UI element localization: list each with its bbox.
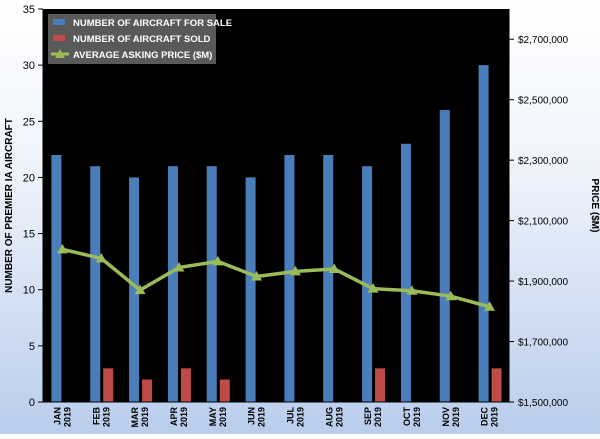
y2-tick-label: $1,700,000 xyxy=(518,338,568,349)
y-tick-label: 5 xyxy=(29,341,35,353)
bar-sold xyxy=(219,379,230,402)
x-tick-year: 2019 xyxy=(373,407,383,427)
y-tick-label: 25 xyxy=(23,116,35,128)
y-tick-label: 10 xyxy=(23,285,35,297)
y-tick-label: 35 xyxy=(23,4,35,16)
x-tick-month: NOV xyxy=(441,407,451,427)
x-tick-month: OCT xyxy=(402,407,412,427)
x-tick-label: JUN 2019 xyxy=(247,407,267,427)
bar-for-sale xyxy=(90,166,101,402)
x-tick-year: 2019 xyxy=(257,407,267,427)
price-marker xyxy=(367,283,379,293)
x-tick-label: FEB 2019 xyxy=(91,406,111,427)
x-tick-month: AUG xyxy=(324,407,334,427)
legend-box xyxy=(48,14,216,64)
x-tick-label: MAR 2019 xyxy=(130,407,150,428)
x-tick-label: APR 2019 xyxy=(169,407,189,428)
axes-layer: 0 5 10 15 20 25 30 35 $1,500,000 $1,700,000 $1,900… xyxy=(4,4,600,428)
x-tick-month: DEC xyxy=(480,407,490,427)
bar-sold xyxy=(375,368,386,402)
y-axis-title: NUMBER OF PREMIER IA AIRCRAFT xyxy=(4,118,15,293)
price-marker xyxy=(173,261,185,272)
x-tick-year: 2019 xyxy=(179,407,189,427)
price-marker xyxy=(484,301,496,311)
legend-label: NUMBER OF AIRCRAFT FOR SALE xyxy=(73,18,232,29)
price-marker xyxy=(251,271,263,281)
price-marker xyxy=(445,290,457,301)
y2-tick-label: $2,300,000 xyxy=(518,156,568,167)
bar-for-sale xyxy=(400,143,411,402)
y2-tick-label: $1,500,000 xyxy=(518,398,568,409)
y2-tick-label: $1,900,000 xyxy=(518,277,568,288)
x-tick-label: JUL 2019 xyxy=(285,407,305,428)
x-tick-label: OCT 2019 xyxy=(402,407,422,428)
x-tick-label: NOV 2019 xyxy=(441,407,461,427)
bar-for-sale xyxy=(206,166,217,402)
y-tick-label: 30 xyxy=(23,60,35,72)
x-tick-year: 2019 xyxy=(334,407,344,427)
bar-for-sale xyxy=(478,65,489,403)
x-tick-year: 2019 xyxy=(140,407,150,427)
legend: NUMBER OF AIRCRAFT FOR SALE NUMBER OF AIR… xyxy=(48,14,232,64)
x-tick-year: 2019 xyxy=(490,407,500,427)
x-tick-month: FEB xyxy=(91,406,101,425)
x-tick-year: 2019 xyxy=(101,407,111,427)
x-tick-year: 2019 xyxy=(451,407,461,427)
x-tick-year: 2019 xyxy=(62,407,72,427)
bar-for-sale xyxy=(51,154,62,402)
x-tick-month: MAY xyxy=(208,407,218,426)
x-tick-month: JAN xyxy=(52,407,62,425)
bar-for-sale xyxy=(323,154,334,402)
y-tick-label: 20 xyxy=(23,172,35,184)
x-tick-year: 2019 xyxy=(218,407,228,427)
price-marker xyxy=(134,284,146,295)
y2-tick-label: $2,700,000 xyxy=(518,35,568,46)
price-marker xyxy=(328,263,340,273)
x-tick-month: JUL xyxy=(285,407,295,425)
y-tick-label: 0 xyxy=(29,397,35,409)
legend-label: AVERAGE ASKING PRICE ($M) xyxy=(73,50,212,61)
legend-swatch-for-sale xyxy=(53,19,65,25)
x-tick-year: 2019 xyxy=(412,407,422,427)
y-tick-label: 15 xyxy=(23,229,35,241)
price-marker xyxy=(406,285,418,295)
price-marker xyxy=(212,255,224,266)
x-tick-label: JAN 2019 xyxy=(52,407,72,427)
bar-for-sale xyxy=(439,110,450,403)
price-line xyxy=(62,247,491,309)
price-marker xyxy=(56,243,68,254)
x-tick-month: APR xyxy=(169,407,179,427)
x-tick-label: DEC 2019 xyxy=(480,407,500,428)
y2-tick-label: $2,100,000 xyxy=(518,217,568,228)
x-tick-month: JUN xyxy=(247,407,257,425)
legend-swatch-price-marker xyxy=(55,49,65,58)
legend-label: NUMBER OF AIRCRAFT SOLD xyxy=(73,34,211,45)
x-tick-month: SEP xyxy=(363,407,373,425)
bar-sold xyxy=(491,368,502,402)
price-marker xyxy=(95,252,107,263)
x-tick-year: 2019 xyxy=(295,407,305,427)
bar-sold xyxy=(103,368,114,402)
bar-for-sale xyxy=(245,177,256,402)
bar-for-sale xyxy=(129,177,140,402)
line-layer xyxy=(56,243,496,311)
bar-sold xyxy=(180,368,191,402)
x-tick-month: MAR xyxy=(130,407,140,428)
price-marker xyxy=(289,265,301,276)
y2-tick-label: $2,500,000 xyxy=(518,96,568,107)
x-tick-label: MAY 2019 xyxy=(208,407,228,427)
bar-for-sale xyxy=(284,154,295,402)
x-tick-label: AUG 2019 xyxy=(324,407,344,427)
legend-swatch-sold xyxy=(53,35,65,41)
bar-sold xyxy=(142,379,153,402)
y2-axis-title: PRICE ($M) xyxy=(589,179,600,233)
bar-for-sale xyxy=(167,166,178,402)
x-tick-label: SEP 2019 xyxy=(363,407,383,427)
plot-area xyxy=(43,9,509,402)
